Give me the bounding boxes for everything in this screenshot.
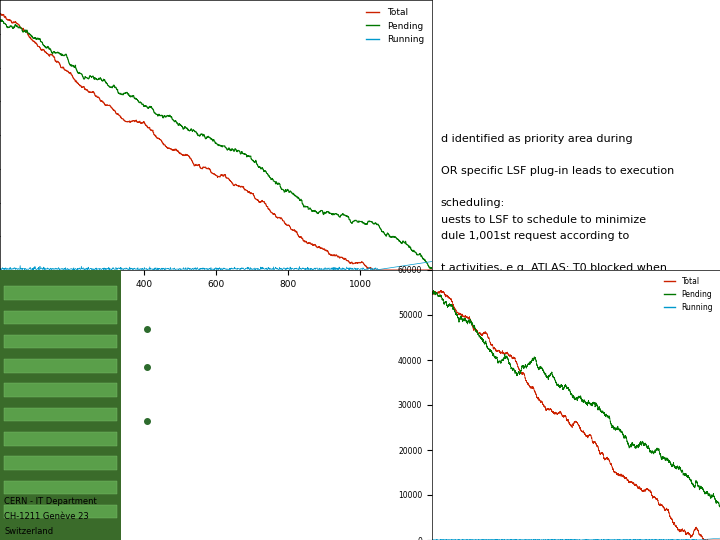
Legend: Total, Pending, Running: Total, Pending, Running bbox=[362, 4, 428, 48]
Text: CERN - IT Department: CERN - IT Department bbox=[4, 497, 97, 506]
Legend: Total, Pending, Running: Total, Pending, Running bbox=[661, 274, 716, 315]
FancyBboxPatch shape bbox=[4, 359, 117, 373]
FancyBboxPatch shape bbox=[4, 408, 117, 421]
Text: IT: IT bbox=[642, 23, 675, 52]
FancyBboxPatch shape bbox=[4, 383, 117, 397]
Text: t activities, e.g. ATLAS: T0 blocked when: t activities, e.g. ATLAS: T0 blocked whe… bbox=[441, 263, 667, 273]
FancyBboxPatch shape bbox=[4, 432, 117, 445]
Text: Department: Department bbox=[585, 80, 694, 98]
FancyBboxPatch shape bbox=[4, 505, 117, 518]
FancyBboxPatch shape bbox=[4, 456, 117, 470]
FancyBboxPatch shape bbox=[0, 270, 121, 540]
Text: dule 1,001st request according to: dule 1,001st request according to bbox=[441, 231, 629, 241]
Text: scheduling:: scheduling: bbox=[441, 198, 505, 208]
FancyBboxPatch shape bbox=[4, 286, 117, 300]
Text: CH-1211 Genève 23: CH-1211 Genève 23 bbox=[4, 512, 89, 521]
FancyBboxPatch shape bbox=[4, 335, 117, 348]
FancyBboxPatch shape bbox=[4, 481, 117, 494]
FancyBboxPatch shape bbox=[4, 310, 117, 324]
Text: d identified as priority area during: d identified as priority area during bbox=[441, 134, 632, 144]
Text: Switzerland: Switzerland bbox=[4, 526, 53, 536]
Text: CERN: CERN bbox=[562, 23, 629, 43]
Text: OR specific LSF plug-in leads to execution: OR specific LSF plug-in leads to executi… bbox=[441, 166, 674, 176]
Text: uests to LSF to schedule to minimize: uests to LSF to schedule to minimize bbox=[441, 214, 646, 225]
